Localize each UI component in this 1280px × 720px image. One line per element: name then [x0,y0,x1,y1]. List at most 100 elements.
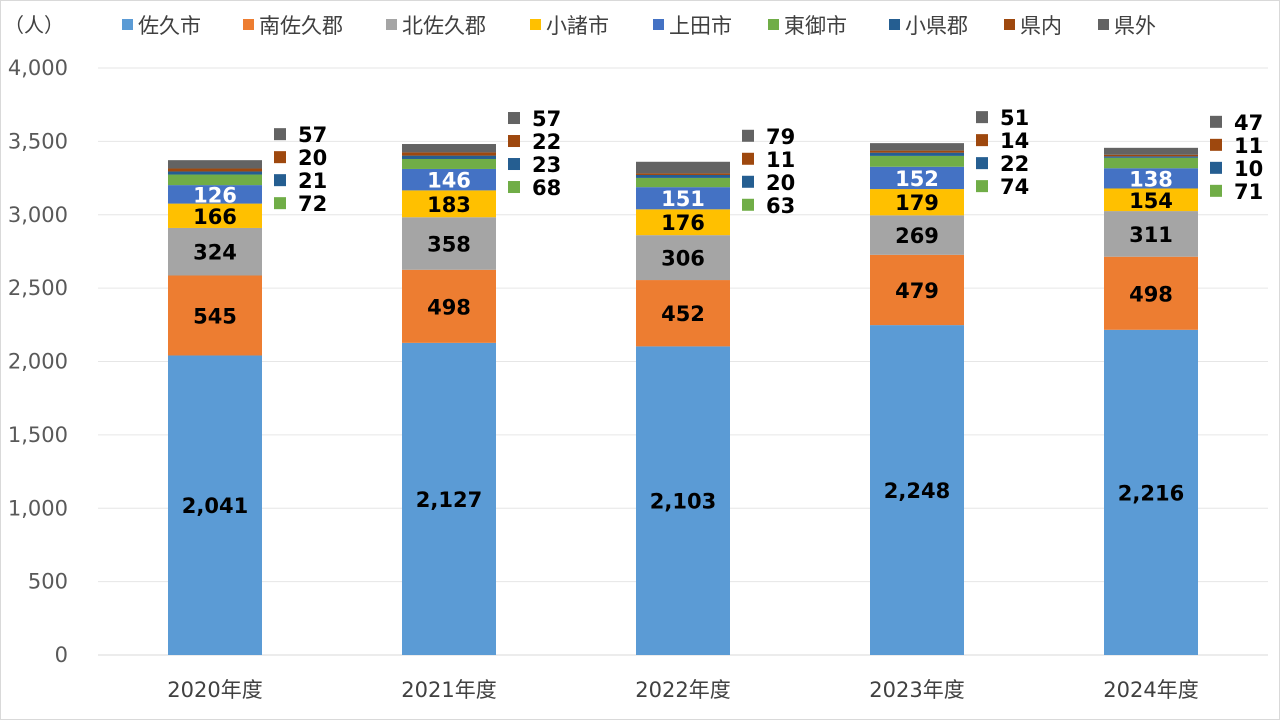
legend-item: 佐久市 [122,14,201,38]
x-tick-label: 2022年度 [635,678,730,702]
data-label: 479 [895,279,939,303]
bar-segment [168,227,262,276]
bar-segment [168,160,262,169]
bars: 2,041545324166126572021722,1274983581831… [168,106,1263,655]
data-label: 311 [1129,223,1173,247]
bar-segment [402,158,496,169]
bar-segment [402,152,496,156]
data-label: 47 [1234,111,1263,135]
data-label: 166 [193,205,237,229]
y-tick-label: 500 [28,570,68,594]
bar-segment [1104,147,1198,155]
bar-segment [870,143,964,151]
legend-item: 東御市 [768,14,847,38]
data-label: 126 [193,183,237,207]
y-tick-label: 0 [55,643,68,667]
data-label: 2,216 [1118,481,1184,505]
label-marker [742,198,754,211]
legend-item: 南佐久郡 [243,14,343,38]
data-label: 306 [661,247,705,271]
bar-segment [1104,211,1198,257]
label-marker [742,152,754,165]
label-marker [508,112,520,125]
label-marker [508,135,520,148]
data-label: 21 [298,169,327,193]
data-label: 138 [1129,167,1173,191]
data-label: 179 [895,191,939,215]
label-marker [976,157,988,170]
data-label: 68 [532,176,561,200]
data-label: 79 [766,125,795,149]
label-marker [1210,138,1222,151]
data-label: 10 [1234,157,1263,181]
data-label: 183 [427,193,471,217]
bar-segment [168,185,262,204]
legend-swatch [889,19,900,30]
y-tick-label: 1,500 [8,423,68,447]
bar-segment [402,155,496,159]
label-marker [1210,161,1222,174]
legend-item: 小諸市 [530,14,609,38]
legend: 佐久市 南佐久郡 北佐久郡 小諸市 上田市 東御市 小県郡 県内 県外 [122,14,1156,38]
data-label: 324 [193,241,237,265]
data-label: 11 [1234,134,1263,158]
x-tick-label: 2020年度 [167,678,262,702]
legend-item: 上田市 [653,14,732,38]
x-axis: 2020年度 2021年度 2022年度 2023年度 2024年度 [167,678,1198,702]
label-marker [274,174,286,187]
bar-segment [402,217,496,270]
legend-item: 県外 [1098,14,1156,38]
data-label: 20 [766,171,795,195]
legend-label: 県外 [1114,14,1156,38]
bar-segment [636,280,730,347]
legend-swatch [653,19,664,30]
label-marker [1210,184,1222,197]
label-marker [976,134,988,147]
data-label: 22 [532,130,561,154]
data-label: 51 [1000,106,1029,130]
data-label: 152 [895,167,939,191]
bar-segment [636,174,730,178]
label-marker [742,129,754,142]
x-tick-label: 2021年度 [401,678,496,702]
bar-segment [402,168,496,191]
legend-label: 南佐久郡 [259,14,343,38]
data-label: 2,248 [884,479,950,503]
bar-segment [1104,156,1198,158]
bar-segment [636,209,730,236]
data-label: 146 [427,169,471,193]
legend-label: 小諸市 [546,14,609,38]
bar-segment [402,269,496,343]
bar-segment [402,190,496,218]
bar-segment [1104,157,1198,169]
bar-segment [1104,256,1198,330]
data-label: 57 [532,107,561,131]
legend-label: 小県郡 [905,14,968,38]
y-tick-label: 3,500 [8,129,68,153]
bar-segment [168,168,262,172]
bar-segment [168,171,262,175]
data-label: 498 [427,295,471,319]
label-marker [976,111,988,124]
legend-label: 北佐久郡 [402,14,486,38]
y-tick-label: 3,000 [8,203,68,227]
bar-segment [636,177,730,188]
bar-segment [1104,168,1198,189]
bar-segment [1104,154,1198,157]
bar-segment [636,235,730,281]
legend-swatch [386,19,397,30]
bar-segment [1104,188,1198,212]
unit-label: （人） [4,13,64,37]
legend-label: 佐久市 [138,14,201,38]
legend-label: 県内 [1020,14,1062,38]
bar-segment [636,173,730,175]
bar-segment [402,144,496,153]
data-label: 498 [1129,282,1173,306]
bar-segment [870,166,964,190]
legend-swatch [530,19,541,30]
